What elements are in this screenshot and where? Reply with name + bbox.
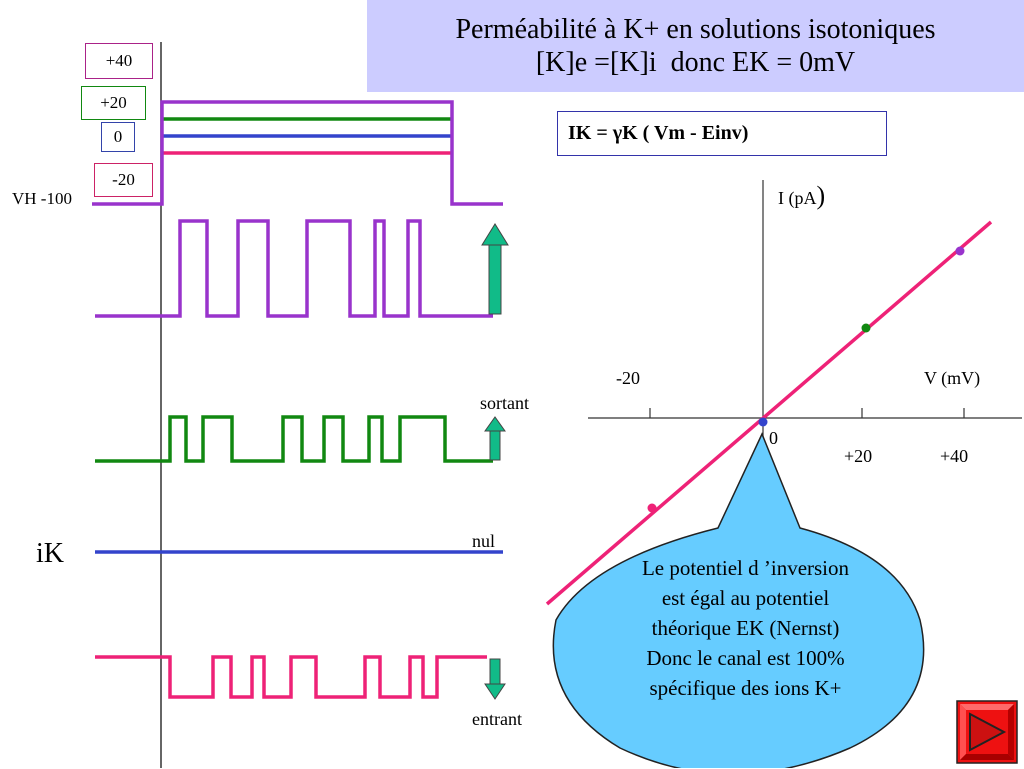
inward-label: entrant [472,709,522,729]
tick-label-minus20: -20 [616,368,640,388]
title-line-1: Perméabilité à K+ en solutions isotoniqu… [455,14,936,45]
voltage-label-plus20: +20 [81,86,146,120]
outward-label: sortant [480,393,529,413]
y-axis-label-text: I (pA [778,188,817,208]
tick-label-plus40: +40 [940,446,969,466]
arrow-down-icon [484,658,506,700]
iv-regression-line [545,220,993,606]
x-axis-label: V (mV) [924,368,981,388]
title-line-2: [K]e =[K]i donc EK = 0mV [535,47,856,78]
bubble-line-1: Le potentiel d ’inversion [641,556,850,580]
y-axis-label-paren: ) [816,181,826,210]
voltage-label-zero: 0 [101,122,135,152]
tick-label-plus20: +20 [844,446,873,466]
point-minus20 [647,503,657,513]
bubble-line-5: spécifique des ions K+ [649,676,842,700]
title-banner: Perméabilité à K+ en solutions isotoniqu… [367,0,1024,92]
voltage-label-plus40: +40 [85,43,153,79]
bubble-line-2: est égal au potentiel [661,586,830,610]
trace-plus40 [95,219,493,318]
bubble-line-3: théorique EK (Nernst) [651,616,840,640]
formula-box: IK = γK ( Vm - Einv) [557,111,887,156]
point-zero [758,417,768,427]
next-slide-button[interactable] [956,700,1018,764]
tick-label-zero: 0 [769,428,778,448]
y-axis-label: I (pA) [778,181,825,211]
point-plus40 [955,246,965,256]
arrow-up-small-icon [484,416,506,461]
trace-plus20 [95,415,493,463]
ik-label: iK [36,538,64,569]
explanation-bubble [552,432,925,768]
step-plus40 [92,100,503,206]
voltage-protocol [92,100,503,206]
trace-minus20 [95,655,487,699]
bubble-line-4: Donc le canal est 100% [646,646,845,670]
arrow-up-icon [481,223,509,315]
null-label: nul [472,531,496,551]
bubble-text: Le potentiel d ’inversion est égal au po… [578,553,913,703]
voltage-label-minus20: -20 [94,163,153,197]
point-plus20 [861,323,871,333]
play-triangle-icon [956,700,1018,764]
holding-potential-label: VH -100 [12,189,72,208]
